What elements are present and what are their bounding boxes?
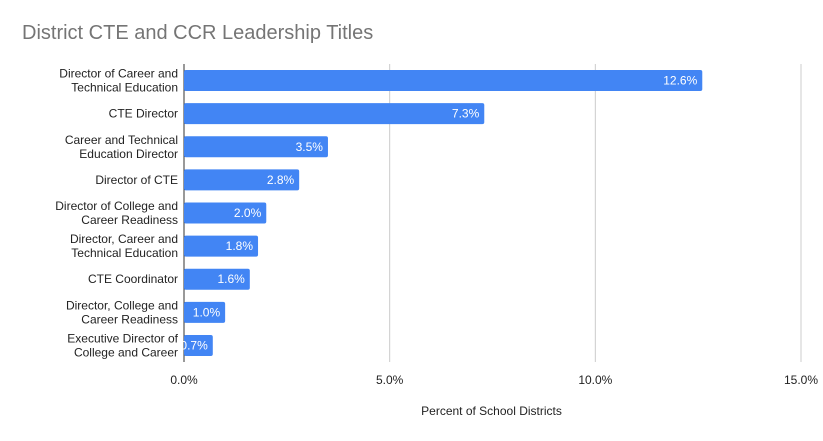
category-label: Director of CTE (95, 173, 178, 187)
bar (184, 202, 267, 224)
data-label: 12.6% (663, 74, 697, 88)
x-tick-label: 10.0% (578, 373, 612, 387)
x-axis-label: Percent of School Districts (421, 404, 562, 418)
data-label: 0.7% (180, 338, 208, 352)
category-label: CTE Director (109, 107, 178, 121)
bar (184, 103, 485, 125)
bar (184, 301, 226, 323)
data-label: 2.8% (267, 173, 295, 187)
chart-title: District CTE and CCR Leadership Titles (22, 22, 374, 44)
bar (184, 169, 300, 191)
bar (184, 334, 213, 356)
bar (184, 268, 250, 290)
category-label: Director, College and Career Readiness (66, 298, 178, 326)
data-label: 1.0% (193, 305, 221, 319)
x-tick-label: 0.0% (170, 373, 198, 387)
category-label: Director of Career and Technical Educatio… (59, 67, 178, 95)
category-label: CTE Coordinator (88, 272, 178, 286)
data-label: 1.8% (226, 239, 254, 253)
data-label: 1.6% (217, 272, 245, 286)
category-label: Executive Director of College and Career (67, 331, 178, 359)
x-tick-label: 5.0% (376, 373, 404, 387)
category-label: Director of College and Career Readiness (55, 199, 178, 227)
bar (184, 70, 703, 92)
category-label: Director, Career and Technical Education (70, 232, 178, 260)
data-label: 3.5% (296, 140, 324, 154)
x-tick-label: 15.0% (784, 373, 818, 387)
category-label: Career and Technical Education Director (65, 133, 178, 161)
bar (184, 235, 259, 257)
data-label: 2.0% (234, 206, 262, 220)
bar (184, 136, 328, 158)
data-label: 7.3% (452, 107, 480, 121)
